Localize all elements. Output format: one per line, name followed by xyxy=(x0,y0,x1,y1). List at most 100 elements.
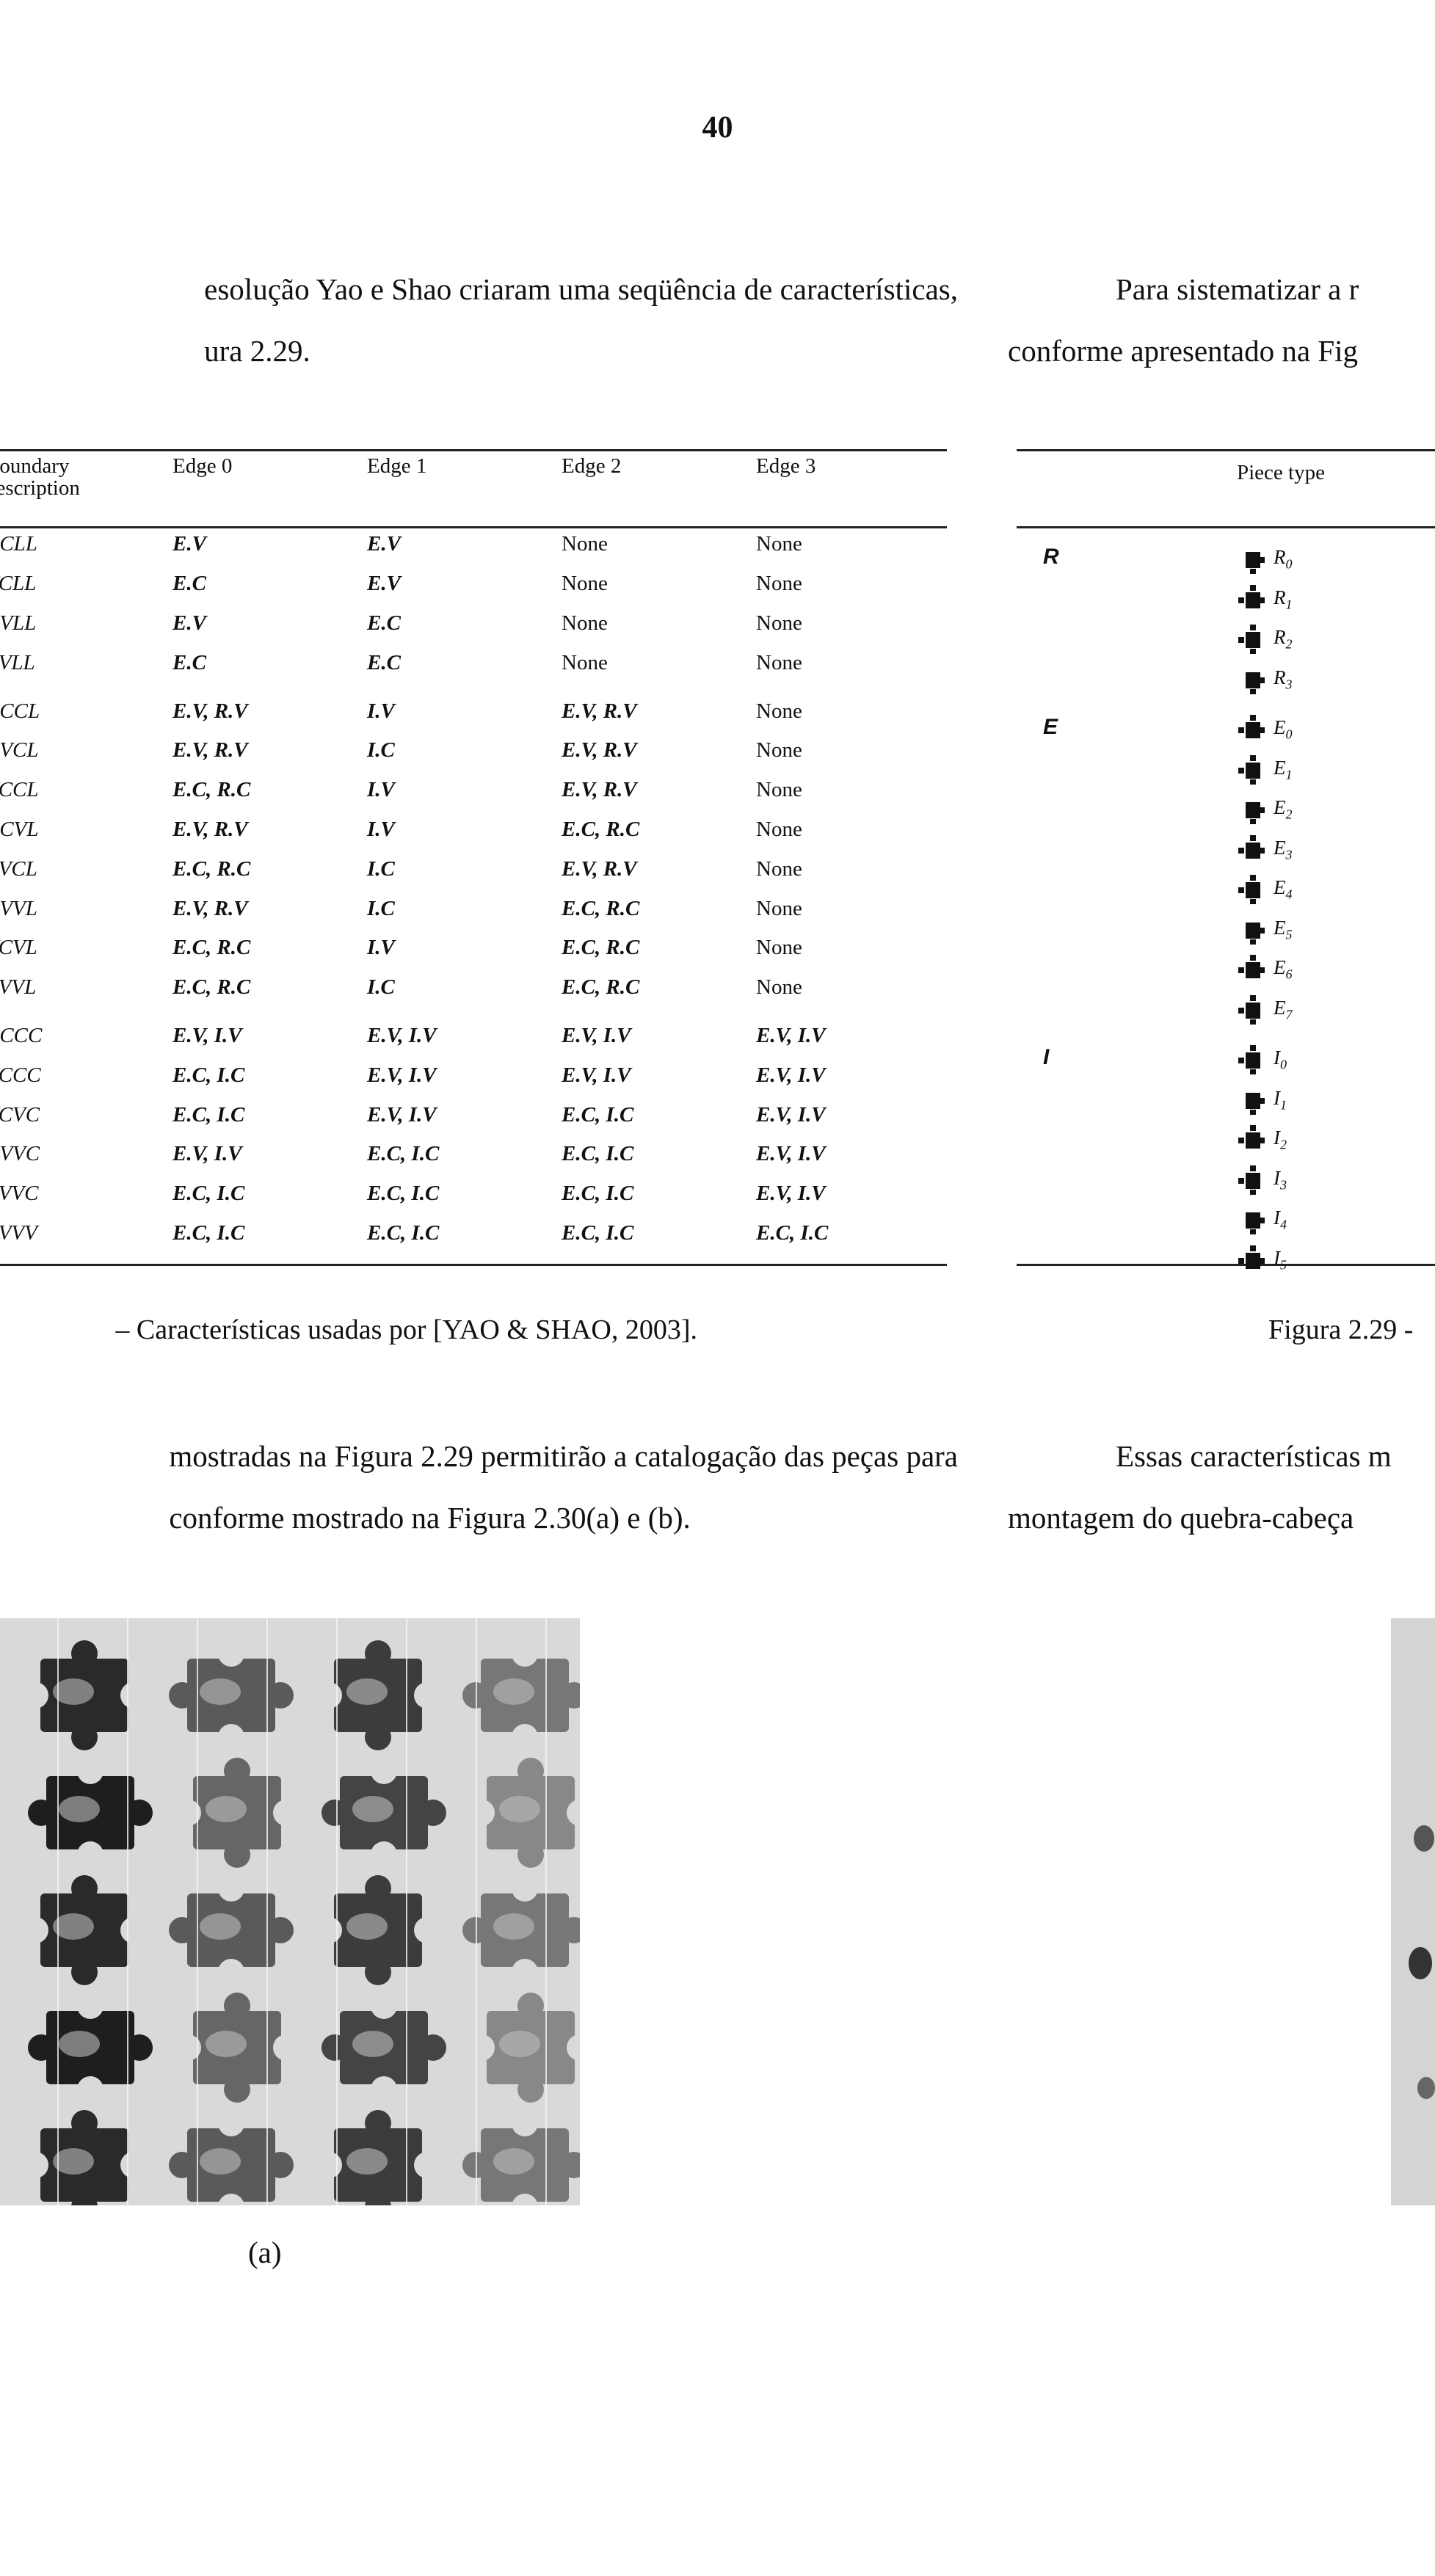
header-edge-3: Edge 3 xyxy=(756,454,816,478)
edge-cell: E.C, I.C xyxy=(367,1142,440,1166)
piece-type-row: I2 xyxy=(1238,1124,1287,1156)
edge-cell: E.C, R.C xyxy=(562,936,640,960)
edge-cell: None xyxy=(562,532,608,556)
boundary-code-cell: VCCL xyxy=(0,778,39,802)
photo-label-a: (a) xyxy=(248,2235,282,2269)
piece-type-label: E6 xyxy=(1274,956,1293,982)
edge-cell: E.C, R.C xyxy=(562,817,640,841)
puzzle-piece-icon xyxy=(1246,1212,1265,1234)
puzzle-piece-photo xyxy=(468,1758,580,1868)
edge-cell: None xyxy=(756,572,802,596)
edge-cell: None xyxy=(756,650,802,674)
edge-cell: E.V, I.V xyxy=(756,1102,826,1127)
puzzle-piece-icon xyxy=(1238,1245,1265,1269)
piece-type-header: Piece type xyxy=(1237,461,1325,484)
piece-type-row: E5 xyxy=(1238,914,1293,946)
edge-cell: None xyxy=(562,611,608,635)
piece-type-letter: R xyxy=(1274,586,1286,608)
edge-cell: None xyxy=(562,650,608,674)
edge-cell: None xyxy=(756,532,802,556)
piece-type-index: 1 xyxy=(1280,1097,1287,1113)
edge-cell: E.C, R.C xyxy=(562,975,640,1000)
piece-type-index: 3 xyxy=(1285,847,1293,862)
boundary-code-cell: CCVL xyxy=(0,817,39,841)
table-row: CVVC E.V, I.V E.C, I.C E.C, I.C E.V, I.V xyxy=(0,1135,932,1174)
piece-type-label: I4 xyxy=(1274,1207,1287,1232)
piece-type-letter: E xyxy=(1274,836,1286,859)
piece-type-table: Piece type R R0 R1 R2 R3 E E0 E1 E2 E3 E4 E5 E6 E7 I I0… xyxy=(1017,440,1435,1272)
puzzle-piece-icon xyxy=(1238,625,1260,654)
puzzle-piece-photo xyxy=(28,1758,153,1868)
piece-type-letter: I xyxy=(1274,1207,1280,1229)
piece-type-row: E3 xyxy=(1238,834,1293,866)
edge-cell: I.V xyxy=(367,936,395,960)
paragraph-left-top: esolução Yao e Shao criaram uma seqüênci… xyxy=(204,258,958,382)
table-row: CCCC E.V, I.V E.V, I.V E.V, I.V E.V, I.V xyxy=(0,1008,932,1056)
edge-cell: E.C, I.C xyxy=(756,1220,829,1245)
edge-cell: None xyxy=(756,817,802,841)
edge-cell: E.C, I.C xyxy=(367,1220,440,1245)
edge-cell: E.V, R.V xyxy=(172,738,248,763)
puzzle-piece-icon xyxy=(1246,552,1265,574)
edge-cell: None xyxy=(756,936,802,960)
table-rule-header xyxy=(1017,526,1435,528)
puzzle-piece-icon xyxy=(1238,1165,1260,1195)
table-row: VCVL E.C, R.C I.V E.C, R.C None xyxy=(0,928,932,968)
piece-type-row: I4 xyxy=(1238,1204,1287,1236)
table-row: VCLL E.C E.V None None xyxy=(0,564,932,604)
piece-type-letter: E xyxy=(1274,796,1286,819)
edge-cell: E.C xyxy=(172,650,206,674)
boundary-code-cell: VCVL xyxy=(0,936,37,960)
edge-cell: E.C, I.C xyxy=(562,1220,634,1245)
table-row: CVVL E.V, R.V I.C E.C, R.C None xyxy=(0,889,932,928)
edge-cell: None xyxy=(756,856,802,881)
piece-type-letter: I xyxy=(1274,1086,1280,1109)
piece-type-index: 0 xyxy=(1280,1057,1287,1072)
edge-cell: I.V xyxy=(367,699,395,723)
boundary-code-cell: CVCL xyxy=(0,738,39,763)
piece-type-row: E6 xyxy=(1238,953,1293,986)
edge-cell: None xyxy=(562,572,608,596)
puzzle-piece-photo xyxy=(468,1993,580,2103)
piece-type-row: I5 xyxy=(1238,1244,1287,1276)
edge-cell: E.C, I.C xyxy=(172,1102,245,1127)
edge-cell: E.V xyxy=(367,572,401,596)
piece-type-label: E1 xyxy=(1274,757,1293,782)
piece-type-index: 0 xyxy=(1285,727,1293,742)
edge-cell: E.C xyxy=(172,572,206,596)
edge-cell: E.V, I.V xyxy=(172,1142,242,1166)
edge-cell: E.V, I.V xyxy=(367,1063,437,1087)
puzzle-piece-icon xyxy=(1238,955,1265,978)
edge-cell: E.V xyxy=(172,532,206,556)
header-edge-1: Edge 1 xyxy=(367,454,427,478)
puzzle-piece-photo xyxy=(169,1875,294,1985)
piece-type-index: 5 xyxy=(1285,927,1293,942)
paragraph-line: Essas características m xyxy=(1116,1439,1392,1473)
piece-type-letter: E xyxy=(1274,996,1286,1019)
edge-cell: E.C, R.C xyxy=(172,778,251,802)
piece-type-label: R3 xyxy=(1274,666,1293,692)
piece-type-label: I0 xyxy=(1274,1047,1287,1072)
paragraph-line: esolução Yao e Shao criaram uma seqüênci… xyxy=(204,272,958,306)
piece-type-label: I5 xyxy=(1274,1247,1287,1273)
edge-cell: I.C xyxy=(367,975,395,1000)
edge-cell: E.V, R.V xyxy=(172,817,248,841)
piece-type-label: E5 xyxy=(1274,917,1293,942)
puzzle-piece-photo xyxy=(316,2110,440,2205)
boundary-code-cell: CVVC xyxy=(0,1142,40,1166)
edge-cell: E.V, R.V xyxy=(172,896,248,920)
puzzle-piece-icon xyxy=(1238,834,1265,859)
edge-cell: E.C, R.C xyxy=(172,975,251,1000)
edge-cell: I.V xyxy=(367,778,395,802)
piece-type-letter: E xyxy=(1274,876,1286,899)
puzzle-pieces-photo xyxy=(0,1618,580,2205)
piece-type-index: 3 xyxy=(1285,677,1293,692)
piece-type-row: R1 xyxy=(1238,583,1293,616)
piece-type-index: 2 xyxy=(1280,1137,1287,1152)
piece-type-row: I1 xyxy=(1238,1084,1287,1116)
table-row: VCCC E.C, I.C E.V, I.V E.V, I.V E.V, I.V xyxy=(0,1055,932,1095)
edge-cell: E.V, I.V xyxy=(562,1063,631,1087)
edge-cell: E.V, R.V xyxy=(562,738,637,763)
piece-group-label: R xyxy=(1043,545,1059,569)
puzzle-piece-icon xyxy=(1238,875,1260,904)
